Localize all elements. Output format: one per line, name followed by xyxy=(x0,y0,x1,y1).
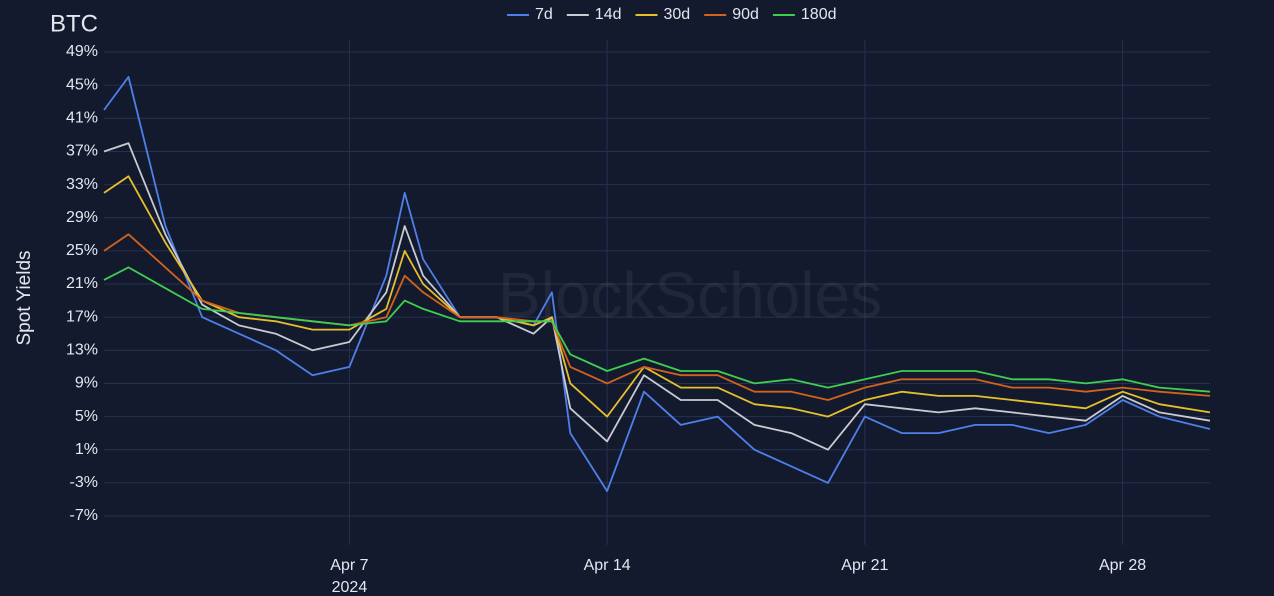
y-tick-label: 33% xyxy=(66,176,98,193)
legend-label: 7d xyxy=(535,6,553,23)
x-tick-label: Apr 28 xyxy=(1099,557,1146,574)
legend-label: 180d xyxy=(801,6,837,23)
y-tick-label: 9% xyxy=(75,375,98,392)
y-tick-label: 1% xyxy=(75,441,98,458)
x-tick-label: Apr 14 xyxy=(584,557,631,574)
y-tick-label: 37% xyxy=(66,143,98,160)
y-tick-label: 29% xyxy=(66,209,98,226)
watermark: BlockScholes xyxy=(498,259,882,331)
legend-label: 30d xyxy=(664,6,691,23)
legend-label: 14d xyxy=(595,6,622,23)
legend-label: 90d xyxy=(732,6,759,23)
series-line xyxy=(103,76,1211,492)
y-tick-label: 5% xyxy=(75,408,98,425)
series-line xyxy=(103,142,1211,451)
y-tick-label: 17% xyxy=(66,308,98,325)
y-tick-label: 45% xyxy=(66,76,98,93)
x-tick-label: Apr 7 xyxy=(330,557,368,574)
y-tick-label: -3% xyxy=(70,474,98,491)
y-tick-label: 13% xyxy=(66,342,98,359)
y-tick-label: 41% xyxy=(66,110,98,127)
y-tick-label: -7% xyxy=(70,507,98,524)
chart-title: BTC xyxy=(50,10,98,37)
x-tick-label: Apr 21 xyxy=(841,557,888,574)
series-line xyxy=(103,175,1211,418)
y-tick-label: 49% xyxy=(66,43,98,60)
series-line xyxy=(103,266,1211,393)
y-tick-label: 25% xyxy=(66,242,98,259)
y-axis-label: Spot Yields xyxy=(14,250,35,345)
y-tick-label: 21% xyxy=(66,275,98,292)
x-year-label: 2024 xyxy=(332,579,368,596)
